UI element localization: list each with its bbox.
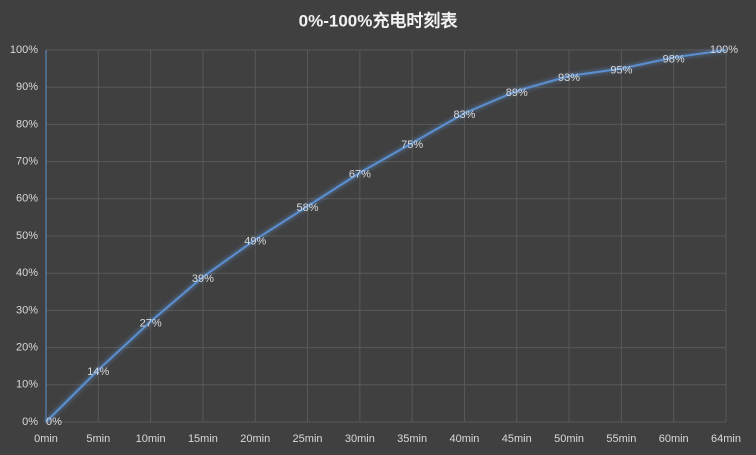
x-tick-label: 0min [34, 433, 58, 445]
x-tick-label: 60min [659, 433, 689, 445]
x-tick-label: 10min [136, 433, 166, 445]
line [45, 49, 727, 423]
y-tick-label: 90% [16, 81, 38, 93]
x-tick-label: 5min [86, 433, 110, 445]
data-label: 100% [710, 44, 738, 56]
data-label: 83% [453, 109, 475, 121]
data-label: 67% [349, 169, 371, 181]
y-tick-label: 10% [16, 379, 38, 391]
chart-title: 0%-100%充电时刻表 [299, 10, 459, 30]
y-tick-label: 40% [16, 267, 38, 279]
x-tick-label: 35min [397, 433, 427, 445]
data-label: 58% [297, 202, 319, 214]
x-tick-label: 30min [345, 433, 375, 445]
x-tick-label: 45min [502, 433, 532, 445]
y-tick-label: 100% [10, 44, 38, 56]
x-tick-label: 55min [606, 433, 636, 445]
y-tick-label: 50% [16, 230, 38, 242]
data-label: 95% [610, 65, 632, 77]
y-tick-label: 60% [16, 193, 38, 205]
x-tick-label: 15min [188, 433, 218, 445]
y-tick-label: 30% [16, 304, 38, 316]
data-label: 39% [192, 273, 214, 285]
y-tick-label: 80% [16, 118, 38, 130]
x-tick-label: 50min [554, 433, 584, 445]
x-tick-label: 20min [240, 433, 270, 445]
x-tick-label: 40min [449, 433, 479, 445]
y-tick-label: 20% [16, 342, 38, 354]
data-label: 93% [558, 72, 580, 84]
data-label: 14% [87, 366, 109, 378]
x-tick-label: 25min [293, 433, 323, 445]
data-label: 0% [46, 416, 62, 428]
y-tick-label: 0% [22, 416, 38, 428]
data-label: 75% [401, 139, 423, 151]
x-tick-label: 64min [711, 433, 741, 445]
data-label: 49% [244, 236, 266, 248]
data-label: 27% [140, 317, 162, 329]
data-label: 89% [506, 87, 528, 99]
data-label: 98% [663, 53, 685, 65]
y-tick-label: 70% [16, 156, 38, 168]
